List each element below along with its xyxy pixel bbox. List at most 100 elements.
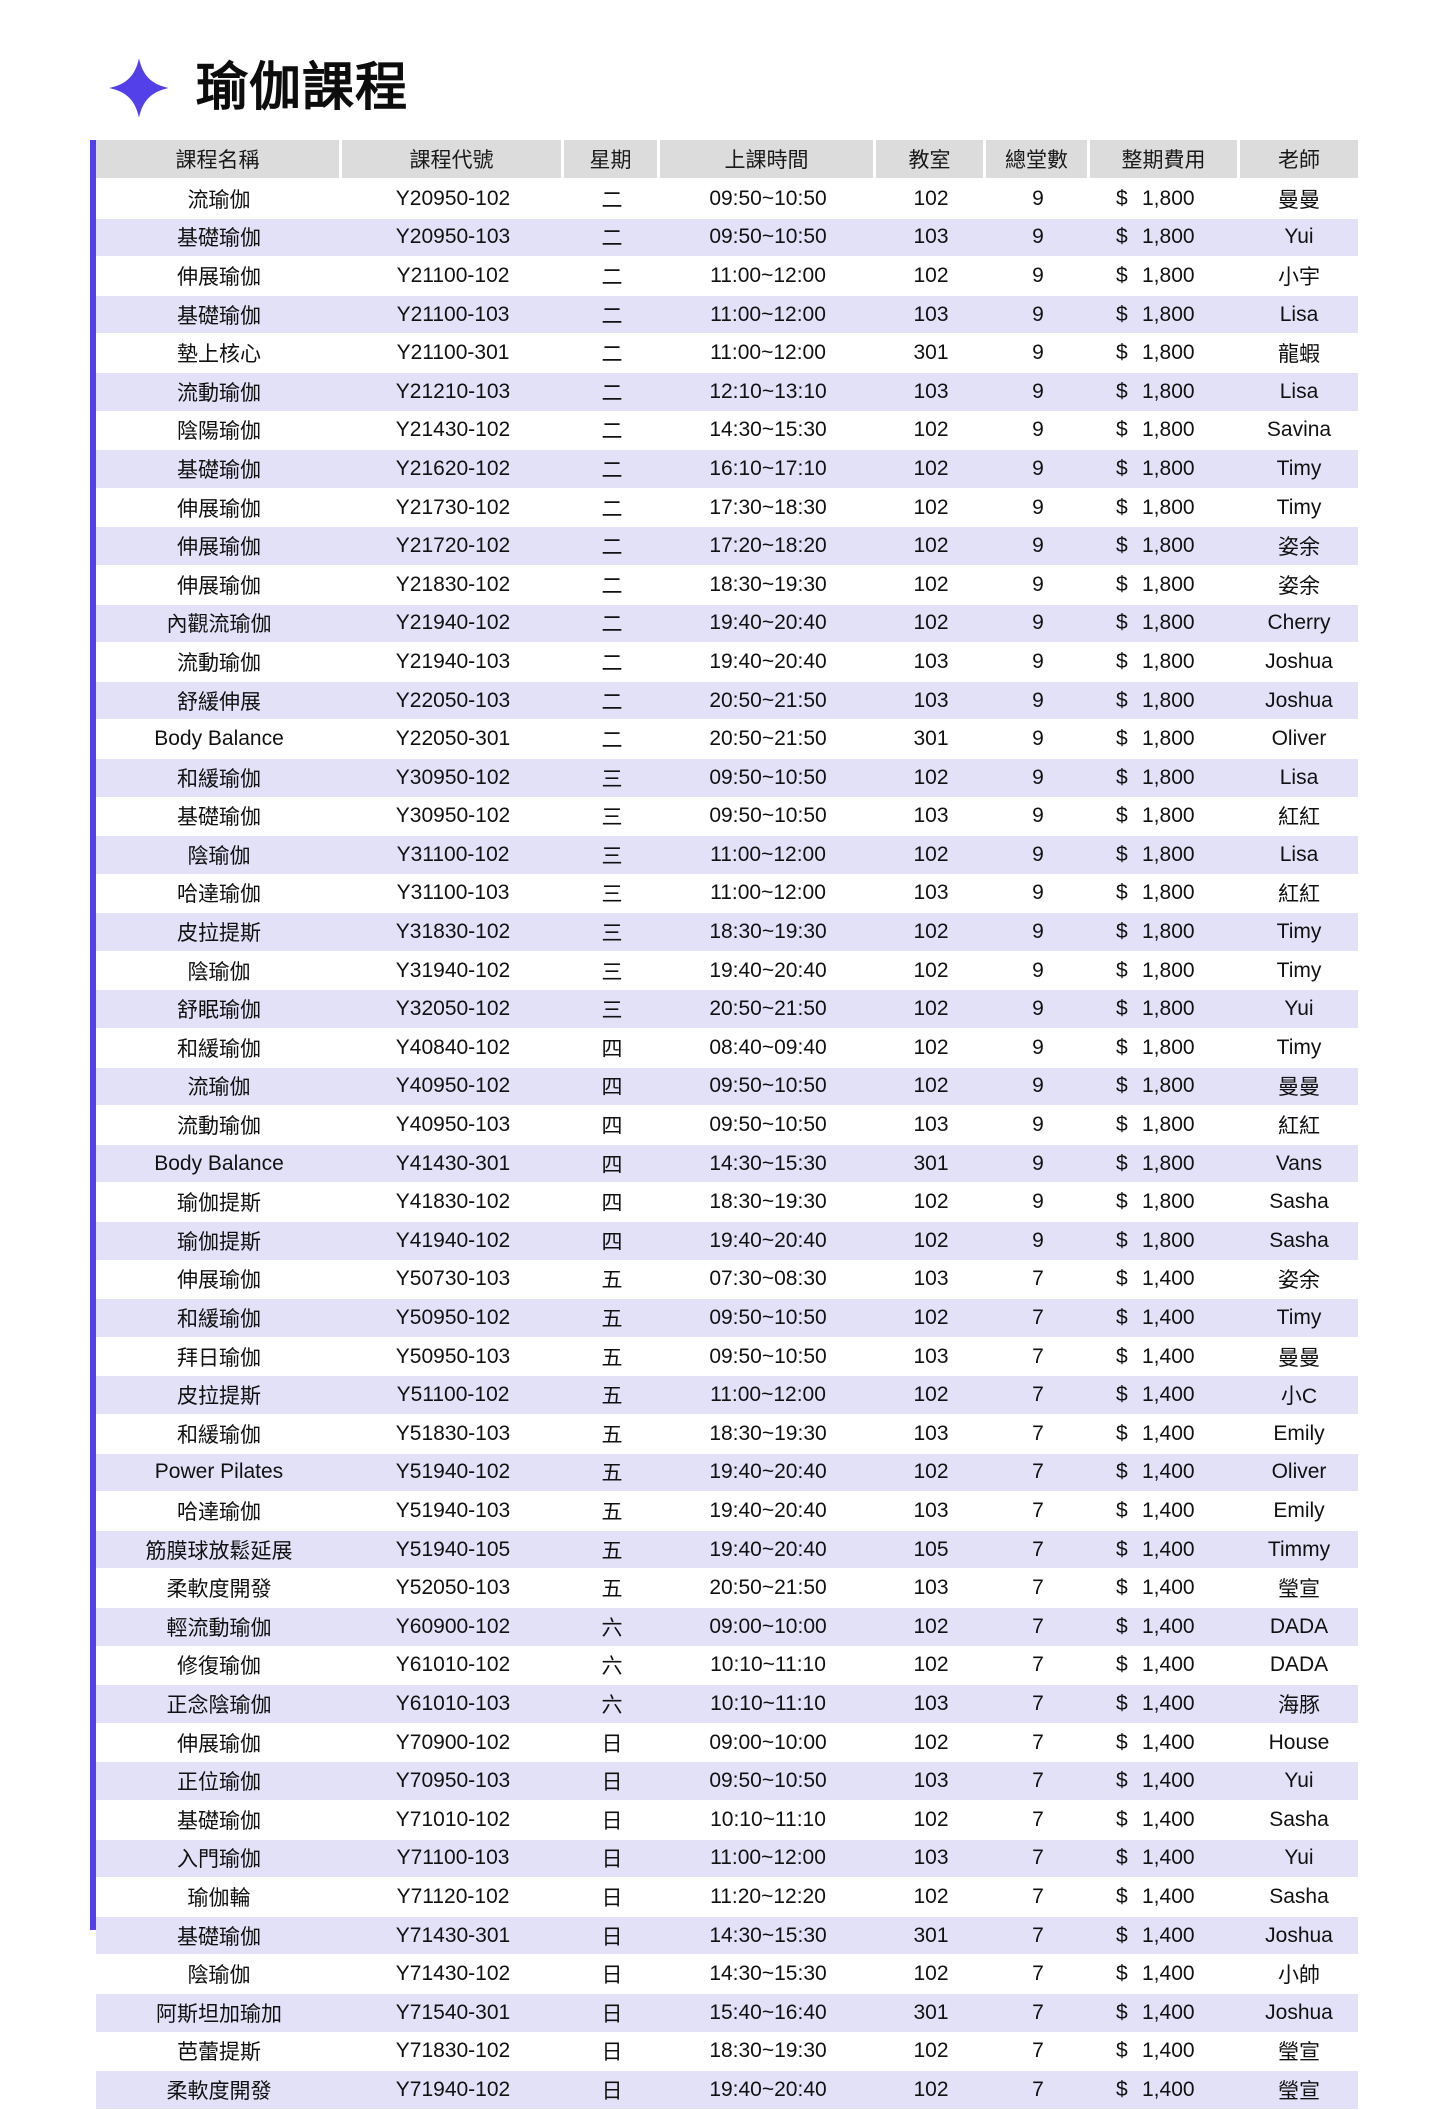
- course-name-cell: 和緩瑜伽: [96, 1299, 342, 1338]
- course-code-cell: Y51940-103: [342, 1492, 564, 1531]
- course-name-cell: 伸展瑜伽: [96, 1724, 342, 1763]
- fee-amount: 1,800: [1142, 572, 1195, 596]
- table-row: 和緩瑜伽 Y50950-102 五 09:50~10:50 102 7 $1,400 Timy: [96, 1299, 1358, 1338]
- session-count-cell: 7: [986, 1338, 1090, 1377]
- term-fee-cell: $1,800: [1090, 952, 1240, 991]
- course-name-cell: 正位瑜伽: [96, 1762, 342, 1801]
- classroom-cell: 103: [876, 1261, 986, 1300]
- class-time-cell: 08:40~09:40: [660, 1029, 876, 1068]
- currency-symbol: $: [1116, 495, 1128, 519]
- class-time-cell: 18:30~19:30: [660, 2033, 876, 2072]
- teacher-cell: 海豚: [1240, 1685, 1358, 1724]
- session-count-cell: 7: [986, 1839, 1090, 1879]
- classroom-cell: 103: [876, 218, 986, 258]
- course-code-cell: Y40950-102: [342, 1067, 564, 1107]
- weekday-cell: 五: [564, 1530, 660, 1570]
- classroom-cell: 102: [876, 527, 986, 566]
- course-code-cell: Y71540-301: [342, 1993, 564, 2033]
- classroom-cell: 102: [876, 1067, 986, 1107]
- fee-amount: 1,800: [1142, 495, 1195, 519]
- class-time-cell: 09:00~10:00: [660, 1724, 876, 1763]
- fee-amount: 1,800: [1142, 1074, 1195, 1098]
- course-code-cell: Y22050-103: [342, 681, 564, 721]
- course-code-cell: Y71100-103: [342, 1839, 564, 1879]
- currency-symbol: $: [1116, 2039, 1128, 2063]
- classroom-cell: 102: [876, 1376, 986, 1415]
- table-row: 和緩瑜伽 Y51830-103 五 18:30~19:30 103 7 $1,400 Emil…: [96, 1415, 1358, 1454]
- course-code-cell: Y51100-102: [342, 1376, 564, 1415]
- table-row: 柔軟度開發 Y52050-103 五 20:50~21:50 103 7 $1,400 瑩宣: [96, 1569, 1358, 1608]
- currency-symbol: $: [1116, 1846, 1128, 1870]
- course-code-cell: Y61010-102: [342, 1647, 564, 1686]
- weekday-cell: 二: [564, 527, 660, 566]
- course-name-cell: 基礎瑜伽: [96, 798, 342, 837]
- weekday-cell: 六: [564, 1647, 660, 1686]
- course-code-cell: Y31100-102: [342, 836, 564, 875]
- term-fee-cell: $1,400: [1090, 1415, 1240, 1454]
- fee-amount: 1,800: [1142, 263, 1195, 287]
- currency-symbol: $: [1116, 1653, 1128, 1677]
- course-name-cell: 內觀流瑜伽: [96, 604, 342, 644]
- teacher-cell: 瑩宣: [1240, 1569, 1358, 1608]
- course-code-cell: Y40950-103: [342, 1106, 564, 1145]
- classroom-cell: 301: [876, 1993, 986, 2033]
- weekday-cell: 五: [564, 1415, 660, 1454]
- session-count-cell: 9: [986, 875, 1090, 914]
- table-row: 拜日瑜伽 Y50950-103 五 09:50~10:50 103 7 $1,400 曼曼: [96, 1338, 1358, 1377]
- weekday-cell: 二: [564, 218, 660, 258]
- course-code-cell: Y21430-102: [342, 412, 564, 451]
- currency-symbol: $: [1116, 649, 1128, 673]
- teacher-cell: Sasha: [1240, 1801, 1358, 1840]
- teacher-cell: 小帥: [1240, 1955, 1358, 1994]
- class-time-cell: 14:30~15:30: [660, 1916, 876, 1956]
- session-count-cell: 9: [986, 218, 1090, 258]
- fee-amount: 1,400: [1142, 1421, 1195, 1445]
- table-header-row: 課程名稱 課程代號 星期 上課時間 教室 總堂數 整期費用 老師: [96, 140, 1358, 180]
- class-time-cell: 19:40~20:40: [660, 643, 876, 682]
- term-fee-cell: $1,400: [1090, 1839, 1240, 1879]
- class-time-cell: 17:20~18:20: [660, 527, 876, 566]
- classroom-cell: 103: [876, 1685, 986, 1724]
- classroom-cell: 102: [876, 180, 986, 219]
- teacher-cell: 曼曼: [1240, 180, 1358, 219]
- teacher-cell: Timy: [1240, 952, 1358, 991]
- term-fee-cell: $1,800: [1090, 836, 1240, 875]
- fee-amount: 1,800: [1142, 920, 1195, 944]
- teacher-cell: Sasha: [1240, 1183, 1358, 1223]
- term-fee-cell: $1,400: [1090, 1453, 1240, 1493]
- table-row: 伸展瑜伽 Y70900-102 日 09:00~10:00 102 7 $1,400 Hous…: [96, 1724, 1358, 1763]
- table-row: 瑜伽提斯 Y41940-102 四 19:40~20:40 102 9 $1,800 Sash…: [96, 1222, 1358, 1261]
- classroom-cell: 105: [876, 1530, 986, 1570]
- fee-amount: 1,800: [1142, 881, 1195, 905]
- page-header: 瑜伽課程: [108, 48, 408, 128]
- table-row: 墊上核心 Y21100-301 二 11:00~12:00 301 9 $1,800 龍蝦: [96, 334, 1358, 373]
- classroom-cell: 102: [876, 1453, 986, 1493]
- term-fee-cell: $1,800: [1090, 295, 1240, 335]
- teacher-cell: Yui: [1240, 1839, 1358, 1879]
- class-time-cell: 11:00~12:00: [660, 1376, 876, 1415]
- class-time-cell: 20:50~21:50: [660, 1569, 876, 1608]
- teacher-cell: Timy: [1240, 913, 1358, 952]
- weekday-cell: 四: [564, 1183, 660, 1223]
- weekday-cell: 二: [564, 295, 660, 335]
- currency-symbol: $: [1116, 534, 1128, 558]
- currency-symbol: $: [1116, 572, 1128, 596]
- class-time-cell: 20:50~21:50: [660, 681, 876, 721]
- fee-amount: 1,400: [1142, 1769, 1195, 1793]
- table-row: 舒緩伸展 Y22050-103 二 20:50~21:50 103 9 $1,800 Josh…: [96, 681, 1358, 721]
- term-fee-cell: $1,400: [1090, 1916, 1240, 1956]
- currency-symbol: $: [1116, 418, 1128, 442]
- fee-amount: 1,400: [1142, 1344, 1195, 1368]
- teacher-cell: 紅紅: [1240, 1106, 1358, 1145]
- table-row: 皮拉提斯 Y31830-102 三 18:30~19:30 102 9 $1,800 Timy: [96, 913, 1358, 952]
- term-fee-cell: $1,400: [1090, 1261, 1240, 1300]
- course-code-cell: Y51830-103: [342, 1415, 564, 1454]
- weekday-cell: 二: [564, 257, 660, 296]
- fee-amount: 1,800: [1142, 727, 1195, 751]
- classroom-cell: 102: [876, 1724, 986, 1763]
- class-time-cell: 14:30~15:30: [660, 1144, 876, 1184]
- table-row: 基礎瑜伽 Y21100-103 二 11:00~12:00 103 9 $1,800 Lisa: [96, 295, 1358, 335]
- class-time-cell: 09:50~10:50: [660, 1067, 876, 1107]
- currency-symbol: $: [1116, 1576, 1128, 1600]
- currency-symbol: $: [1116, 765, 1128, 789]
